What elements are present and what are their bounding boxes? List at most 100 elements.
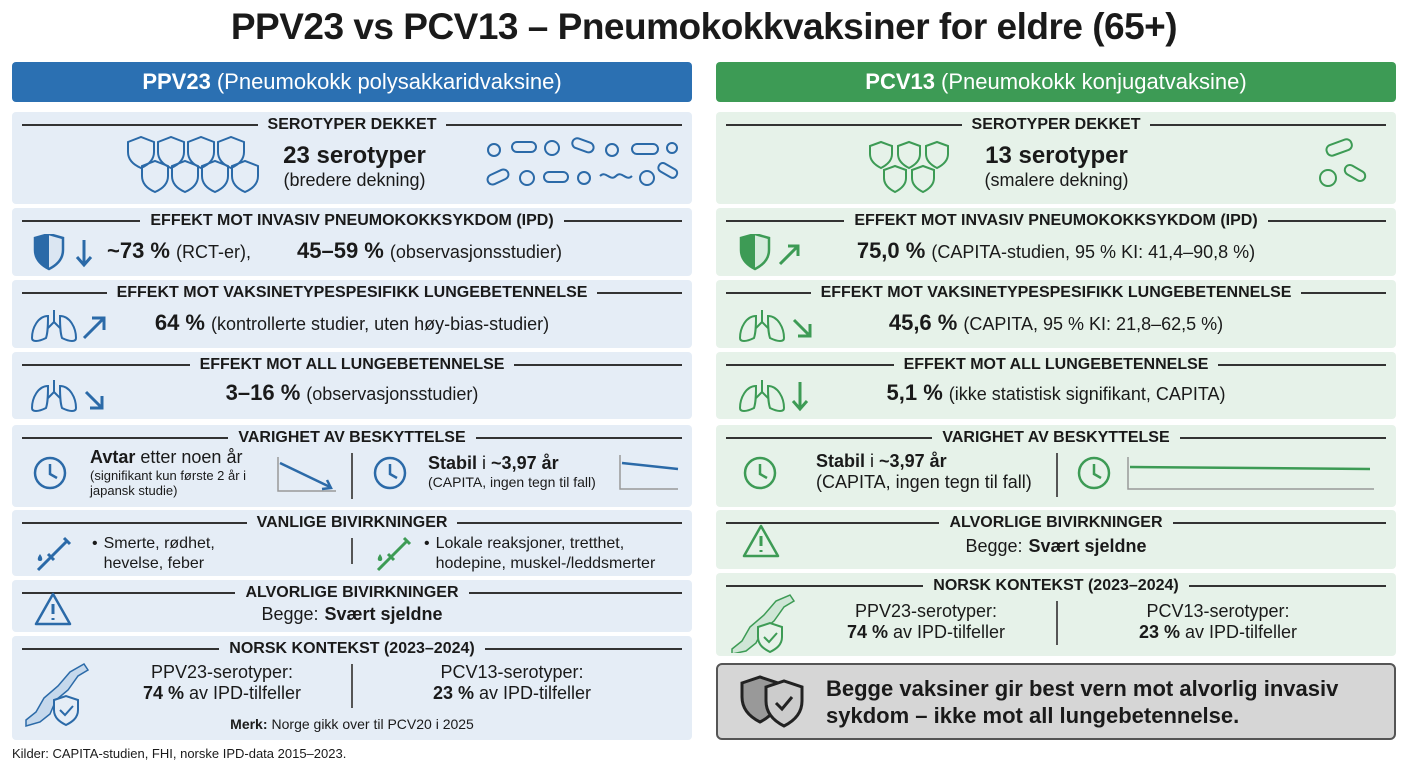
norway-value: 23 % (432, 683, 474, 703)
serotype-note: (smalere dekning) (984, 170, 1129, 190)
section-heading: ALVORLIGE BIVIRKNINGER (12, 582, 692, 604)
header-name: PPV23 (142, 69, 211, 94)
header-name: PCV13 (865, 69, 935, 94)
all-value: 5,1 % (886, 380, 943, 405)
side-effect-list: Smerte, rødhet, hevelse, feber (103, 535, 215, 572)
pcv13-panel: PCV13 (Pneumokokk konjugatvaksine) SEROTY… (716, 0, 1396, 768)
duration-bold: Avtar (90, 447, 136, 467)
shields-icon (869, 140, 949, 194)
lungs-down-icon (738, 310, 812, 342)
duration-text: i (482, 453, 487, 473)
all-pneumonia-section: EFFEKT MOT ALL LUNGEBETENNELSE 5,1 % (ikk… (716, 352, 1396, 419)
note-label: Merk: (230, 716, 268, 732)
section-heading: EFFEKT MOT VAKSINETYPESPESIFIKK LUNGEBET… (12, 282, 692, 304)
norway-section: NORSK KONTEKST (2023–2024) PPV23-serotyp… (716, 573, 1396, 656)
ipd-note: (CAPITA-studien, 95 % KI: 41,4–90,8 %) (931, 242, 1256, 262)
serotype-count: 13 serotyper (985, 142, 1128, 169)
section-heading: EFFEKT MOT INVASIV PNEUMOKOKKSYKDOM (IPD… (716, 210, 1396, 232)
section-heading: EFFEKT MOT INVASIV PNEUMOKOKKSYKDOM (IPD… (12, 210, 692, 232)
norway-text: av IPD-tilfeller (479, 683, 592, 703)
ppv23-header: PPV23 (Pneumokokk polysakkaridvaksine) (12, 62, 692, 102)
shields-icon (127, 136, 259, 194)
serotype-note: (bredere dekning) (283, 170, 426, 190)
section-heading: NORSK KONTEKST (2023–2024) (716, 575, 1396, 597)
bacteria-icon (1319, 138, 1367, 187)
vt-pneumonia-section: EFFEKT MOT VAKSINETYPESPESIFIKK LUNGEBET… (12, 280, 692, 348)
clock-icon (743, 456, 777, 490)
ipd-value: 75,0 % (856, 238, 926, 263)
serotypes-section: SEROTYPER DEKKET 13 serotyper (smalere d… (716, 112, 1396, 204)
duration-section: VARIGHET AV BESKYTTELSE Avtar etter noen… (12, 425, 692, 507)
serious-value: Svært sjeldne (324, 604, 443, 624)
serious-label: Begge: (261, 604, 319, 624)
duration-section: VARIGHET AV BESKYTTELSE Stabil i ~3,97 å… (716, 425, 1396, 507)
pcv13-header: PCV13 (Pneumokokk konjugatvaksine) (716, 62, 1396, 102)
duration-text: etter noen år (140, 447, 243, 467)
norway-text: av IPD-tilfeller (893, 622, 1006, 642)
lungs-down-icon (30, 380, 104, 412)
shields-icon (740, 675, 804, 728)
norway-label: PCV13-serotyper: (1146, 601, 1290, 621)
serious-side-effects-section: ALVORLIGE BIVIRKNINGER Begge: Svært sjeld… (12, 580, 692, 632)
all-note: (ikke statistisk signifikant, CAPITA) (948, 384, 1226, 404)
all-pneumonia-section: EFFEKT MOT ALL LUNGEBETENNELSE 3–16 % (ob… (12, 352, 692, 419)
norway-value: 74 % (846, 622, 888, 642)
norway-value: 23 % (1138, 622, 1180, 642)
serotypes-section: SEROTYPER DEKKET 23 serotyper (bredere d… (12, 112, 692, 204)
serious-value: Svært sjeldne (1028, 536, 1147, 556)
note-text: Norge gikk over til PCV20 i 2025 (271, 716, 474, 732)
bacteria-icon (486, 137, 679, 186)
vt-value: 45,6 % (888, 310, 958, 335)
page-title: PPV23 vs PCV13 – Pneumokokkvaksiner for … (230, 6, 1178, 47)
duration-bold: Stabil (428, 453, 478, 473)
norway-label: PPV23-serotyper: (150, 662, 294, 682)
duration-bold: ~3,97 år (491, 453, 559, 473)
ppv23-panel: PPV23 (Pneumokokk polysakkaridvaksine) SE… (12, 0, 692, 768)
norway-map-icon (25, 663, 90, 727)
vt-pneumonia-section: EFFEKT MOT VAKSINETYPESPESIFIKK LUNGEBET… (716, 280, 1396, 348)
flat-chart-icon (619, 455, 679, 490)
clock-icon (33, 456, 67, 490)
norway-label: PCV13-serotyper: (440, 662, 584, 682)
vt-value: 64 % (154, 310, 205, 335)
side-effect-list: Lokale reaksjoner, tretthet, hodepine, m… (435, 535, 656, 572)
section-heading: EFFEKT MOT ALL LUNGEBETENNELSE (716, 354, 1396, 376)
all-note: (observasjonsstudier) (306, 384, 479, 404)
flat-chart-icon (1127, 457, 1374, 490)
clock-icon (373, 456, 407, 490)
lungs-down-icon (738, 380, 809, 412)
ipd-section: EFFEKT MOT INVASIV PNEUMOKOKKSYKDOM (IPD… (12, 208, 692, 276)
norway-text: av IPD-tilfeller (1185, 622, 1298, 642)
ipd-note: (observasjonsstudier) (389, 242, 562, 262)
duration-bold: Stabil (816, 451, 866, 471)
duration-note: (CAPITA, ingen tegn til fall) (428, 474, 596, 490)
duration-bold: ~3,97 år (879, 451, 947, 471)
norway-map-icon (731, 594, 796, 653)
ipd-value: ~73 % (107, 238, 170, 263)
norway-text: av IPD-tilfeller (189, 683, 302, 703)
conclusion-text: Begge vaksiner gir best vern mot alvorli… (826, 676, 1339, 728)
section-heading: NORSK KONTEKST (2023–2024) (12, 638, 692, 660)
header-full: (Pneumokokk konjugatvaksine) (941, 69, 1247, 94)
duration-note: (signifikant kun første 2 år i japansk s… (90, 468, 247, 498)
duration-note: (CAPITA, ingen tegn til fall) (816, 472, 1032, 492)
section-heading: EFFEKT MOT VAKSINETYPESPESIFIKK LUNGEBET… (716, 282, 1396, 304)
shield-down-icon (33, 234, 93, 271)
section-heading: VANLIGE BIVIRKNINGER (12, 512, 692, 534)
section-heading: SEROTYPER DEKKET (716, 114, 1396, 136)
warning-icon (742, 524, 780, 558)
section-heading: SEROTYPER DEKKET (12, 114, 692, 136)
norway-section: NORSK KONTEKST (2023–2024) PPV23-serotyp… (12, 636, 692, 740)
common-side-effects-section: VANLIGE BIVIRKNINGER • Smerte, rødhet, he… (12, 510, 692, 576)
serious-side-effects-section: ALVORLIGE BIVIRKNINGER Begge: Svært sjeld… (716, 510, 1396, 569)
ipd-value: 45–59 % (297, 238, 384, 263)
norway-label: PPV23-serotyper: (854, 601, 998, 621)
section-heading: ALVORLIGE BIVIRKNINGER (716, 512, 1396, 534)
serotype-count: 23 serotyper (283, 142, 426, 169)
norway-value: 74 % (142, 683, 184, 703)
section-heading: VARIGHET AV BESKYTTELSE (716, 427, 1396, 449)
footer-sources: Kilder: CAPITA-studien, FHI, norske IPD-… (12, 746, 347, 761)
lungs-up-icon (30, 310, 106, 342)
syringe-icon (376, 536, 412, 572)
section-heading: EFFEKT MOT ALL LUNGEBETENNELSE (12, 354, 692, 376)
